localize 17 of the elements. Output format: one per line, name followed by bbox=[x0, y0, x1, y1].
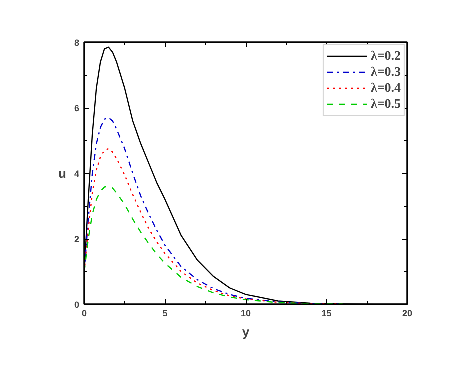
legend-label: λ=0.2 bbox=[370, 48, 401, 64]
x-axis-title: y bbox=[242, 324, 250, 340]
x-tick-label: 15 bbox=[322, 308, 332, 318]
y-tick-label: 4 bbox=[74, 169, 80, 179]
x-tick-label: 5 bbox=[162, 308, 168, 318]
y-tick-label: 6 bbox=[74, 104, 80, 114]
legend-label: λ=0.5 bbox=[370, 96, 401, 112]
y-axis-title: u bbox=[58, 166, 67, 181]
x-tick-label: 20 bbox=[402, 308, 413, 318]
x-tick-label: 10 bbox=[240, 308, 252, 318]
legend-label: λ=0.3 bbox=[370, 64, 401, 80]
legend-label: λ=0.4 bbox=[370, 80, 401, 96]
y-tick-label: 2 bbox=[74, 234, 80, 244]
y-tick-label: 8 bbox=[74, 38, 80, 48]
x-tick-label: 0 bbox=[82, 308, 88, 318]
line-series bbox=[84, 186, 344, 304]
y-tick-label: 0 bbox=[74, 300, 80, 310]
